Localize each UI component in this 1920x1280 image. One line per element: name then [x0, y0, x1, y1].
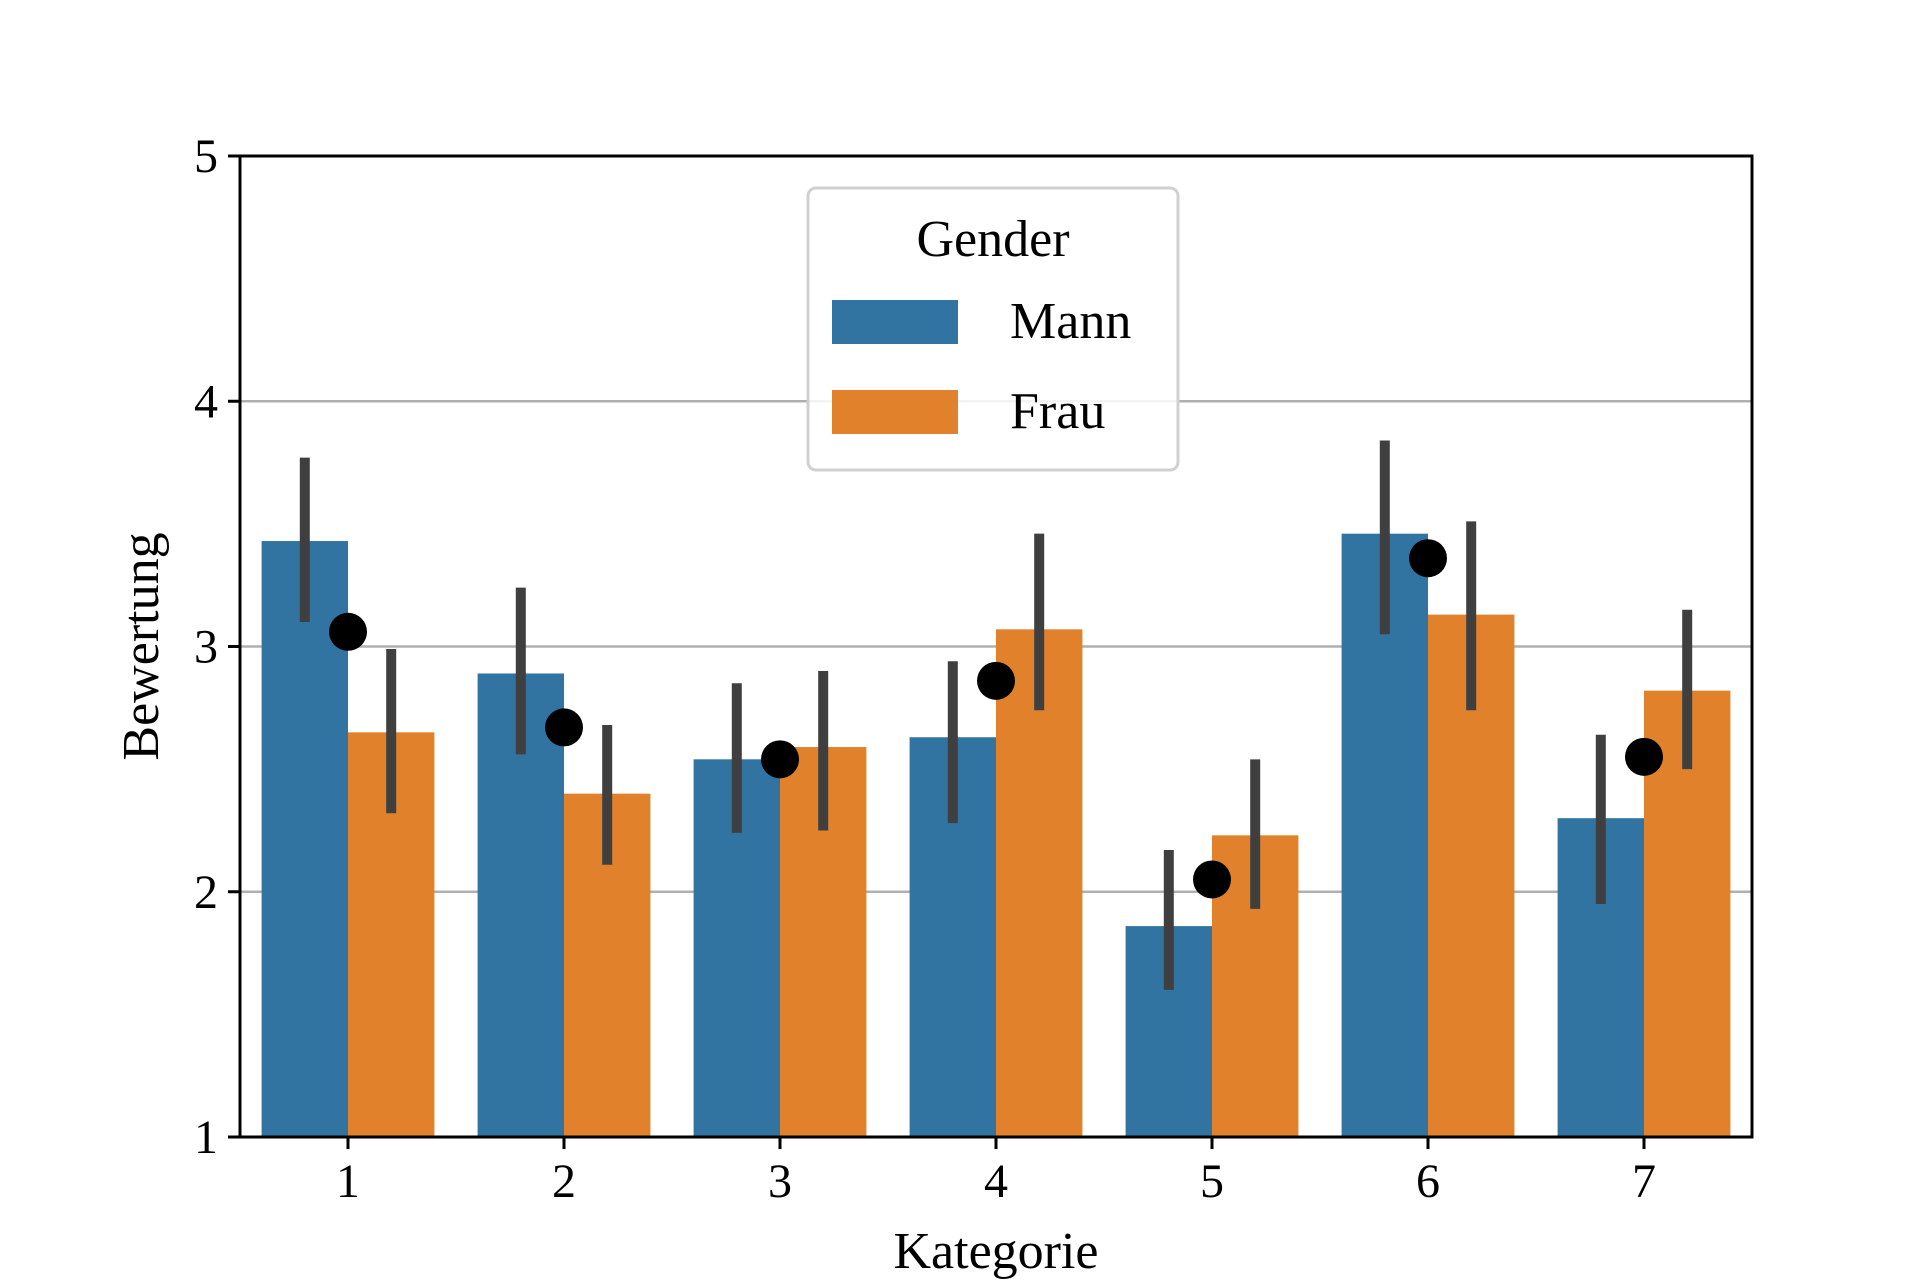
y-tick-label: 3 [194, 621, 218, 674]
bars [261, 533, 1731, 1137]
legend-title: Gender [916, 211, 1069, 268]
point-6 [1409, 539, 1447, 578]
point-4 [977, 661, 1015, 700]
x-tick-label: 6 [1416, 1155, 1440, 1208]
error-bars [299, 440, 1693, 990]
x-tick-label: 4 [984, 1155, 1008, 1208]
point-5 [1193, 860, 1231, 899]
x-tick-label: 3 [768, 1155, 792, 1208]
point-7 [1625, 737, 1663, 776]
y-tick-label: 2 [194, 866, 218, 919]
x-tick-label: 5 [1200, 1155, 1224, 1208]
points [329, 539, 1663, 899]
x-axis-label: Kategorie [893, 1223, 1098, 1280]
point-1 [329, 612, 367, 651]
y-tick-label: 5 [194, 130, 218, 183]
legend-label-mann: Mann [1010, 293, 1131, 350]
point-3 [761, 740, 799, 779]
bar-frau-4 [996, 629, 1083, 1137]
y-tick-label: 4 [194, 375, 218, 428]
x-tick-label: 7 [1632, 1155, 1656, 1208]
y-tick-label: 1 [194, 1111, 218, 1164]
point-2 [545, 708, 583, 747]
legend-label-frau: Frau [1010, 383, 1105, 440]
legend: Gender Mann Frau [806, 186, 1180, 472]
legend-swatch-mann [832, 300, 958, 344]
legend-swatch-frau [832, 390, 958, 434]
legend-items: Mann Frau [832, 293, 1131, 440]
x-tick-label: 1 [336, 1155, 360, 1208]
axis-ticks: 1 2 3 4 5 1 2 3 4 5 6 7 [194, 130, 1656, 1208]
x-tick-label: 2 [552, 1155, 576, 1208]
y-axis-label: Bewertung [113, 532, 170, 760]
